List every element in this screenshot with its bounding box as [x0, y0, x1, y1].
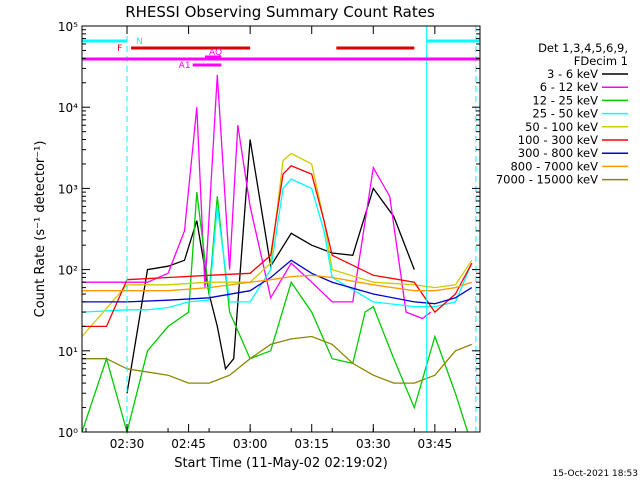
plot-frame: [81, 25, 481, 433]
series-line-6-12-kev: [82, 74, 432, 320]
y-tick-label: 10⁰: [58, 426, 78, 440]
x-tick-label: 03:30: [356, 437, 391, 451]
y-tick-label: 10⁵: [58, 20, 78, 34]
series-layer: [81, 74, 473, 435]
series-line-3-6-kev: [126, 139, 415, 394]
legend-label-300-800-kev: 300 - 800 keV: [518, 146, 598, 160]
y-tick-label: 10³: [58, 182, 78, 196]
legend-label-3-6-kev: 3 - 6 keV: [547, 67, 598, 81]
state-bar-label-n: N: [136, 37, 143, 47]
x-tick-label: 03:15: [294, 437, 329, 451]
series-line-7000-15000-kev: [82, 335, 473, 384]
legend-label-50-100-kev: 50 - 100 keV: [525, 120, 598, 134]
state-bar-label-aq: AQ: [209, 48, 222, 58]
legend-label-800-7000-kev: 800 - 7000 keV: [510, 159, 598, 173]
legend-label-7000-15000-kev: 7000 - 15000 keV: [496, 173, 598, 187]
legend-label-12-25-kev: 12 - 25 keV: [532, 93, 598, 107]
series-line-100-300-kev: [82, 165, 473, 328]
series-line-50-100-kev: [81, 152, 473, 337]
y-tick-label: 10⁴: [58, 101, 78, 115]
state-bars-layer: N F AQ A1: [82, 26, 480, 432]
legend-label-6-12-kev: 6 - 12 keV: [540, 80, 598, 94]
series-line-800-7000-kev: [82, 274, 473, 292]
timestamp: 15-Oct-2021 18:53: [553, 469, 638, 479]
y-axis-label: Count Rate (s⁻¹ detector⁻¹): [33, 141, 48, 318]
x-axis-label: Start Time (11-May-02 02:19:02): [174, 456, 388, 471]
series-line-300-800-kev: [82, 259, 473, 305]
legend-header-line-2: FDecim 1: [574, 54, 628, 68]
x-tick-label: 03:00: [233, 437, 268, 451]
legend-label-100-300-kev: 100 - 300 keV: [518, 133, 598, 147]
y-tick-label: 10²: [58, 264, 78, 278]
y-tick-label: 10¹: [58, 345, 78, 359]
state-bar-label-a1: A1: [179, 61, 191, 71]
series-line-25-50-kev: [81, 178, 473, 313]
chart-title: RHESSI Observing Summary Count Rates: [125, 3, 435, 21]
axes-layer: 02:30 02:45 03:00 03:15 03:30 03:45 10⁰ 10¹ 10² 1…: [58, 20, 480, 451]
state-bar-label-f: F: [117, 44, 122, 54]
x-tick-label: 02:45: [171, 437, 206, 451]
series-line-12-25-kev: [81, 192, 469, 435]
x-tick-label: 03:45: [418, 437, 453, 451]
legend-label-25-50-kev: 25 - 50 keV: [532, 107, 598, 121]
legend-header-line-1: Det 1,3,4,5,6,9,: [538, 41, 628, 55]
x-tick-label: 02:30: [110, 437, 145, 451]
